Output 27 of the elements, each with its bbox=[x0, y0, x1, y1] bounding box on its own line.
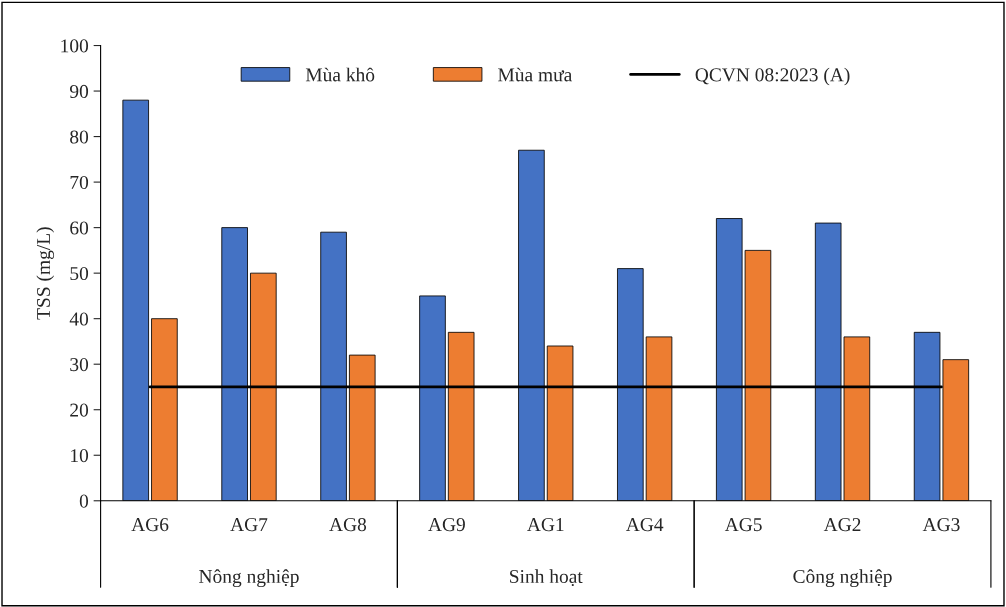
y-tick-label: 50 bbox=[70, 266, 89, 281]
x-tick-label: AG5 bbox=[724, 518, 762, 532]
y-tick-label: 30 bbox=[70, 358, 89, 372]
x-tick-label: AG3 bbox=[922, 518, 960, 532]
x-tick-label: AG7 bbox=[230, 518, 268, 532]
x-tick-label: AG4 bbox=[625, 518, 664, 532]
y-tick-label: 40 bbox=[69, 312, 89, 326]
legend-label: QCVN 08:2023 (A) bbox=[695, 67, 850, 86]
legend-label: Mùa mưa bbox=[498, 67, 573, 82]
y-tick-label: 0 bbox=[79, 494, 89, 508]
x-tick-label: AG2 bbox=[823, 518, 861, 532]
x-tick-label: AG1 bbox=[527, 518, 564, 532]
y-tick-label: 70 bbox=[70, 175, 89, 190]
y-tick-label: 100 bbox=[61, 39, 89, 53]
text: Sinh hoạt bbox=[510, 569, 583, 587]
x-tick-label: AG9 bbox=[428, 518, 465, 532]
text: Công nghiệp bbox=[793, 569, 892, 588]
legend-label: Mùa khô bbox=[305, 67, 375, 82]
y-tick-label: 20 bbox=[70, 403, 89, 417]
y-tick-label: 80 bbox=[70, 130, 89, 144]
x-tick-label: AG6 bbox=[131, 518, 169, 532]
x-tick-label: AG8 bbox=[329, 518, 367, 532]
text: Nông nghiệp bbox=[199, 569, 299, 588]
y-tick-label: 90 bbox=[69, 84, 89, 98]
y-tick-label: 10 bbox=[71, 449, 89, 463]
y-tick-label: 60 bbox=[70, 221, 89, 235]
y-axis-title: TSS (mg/L) bbox=[36, 227, 55, 320]
